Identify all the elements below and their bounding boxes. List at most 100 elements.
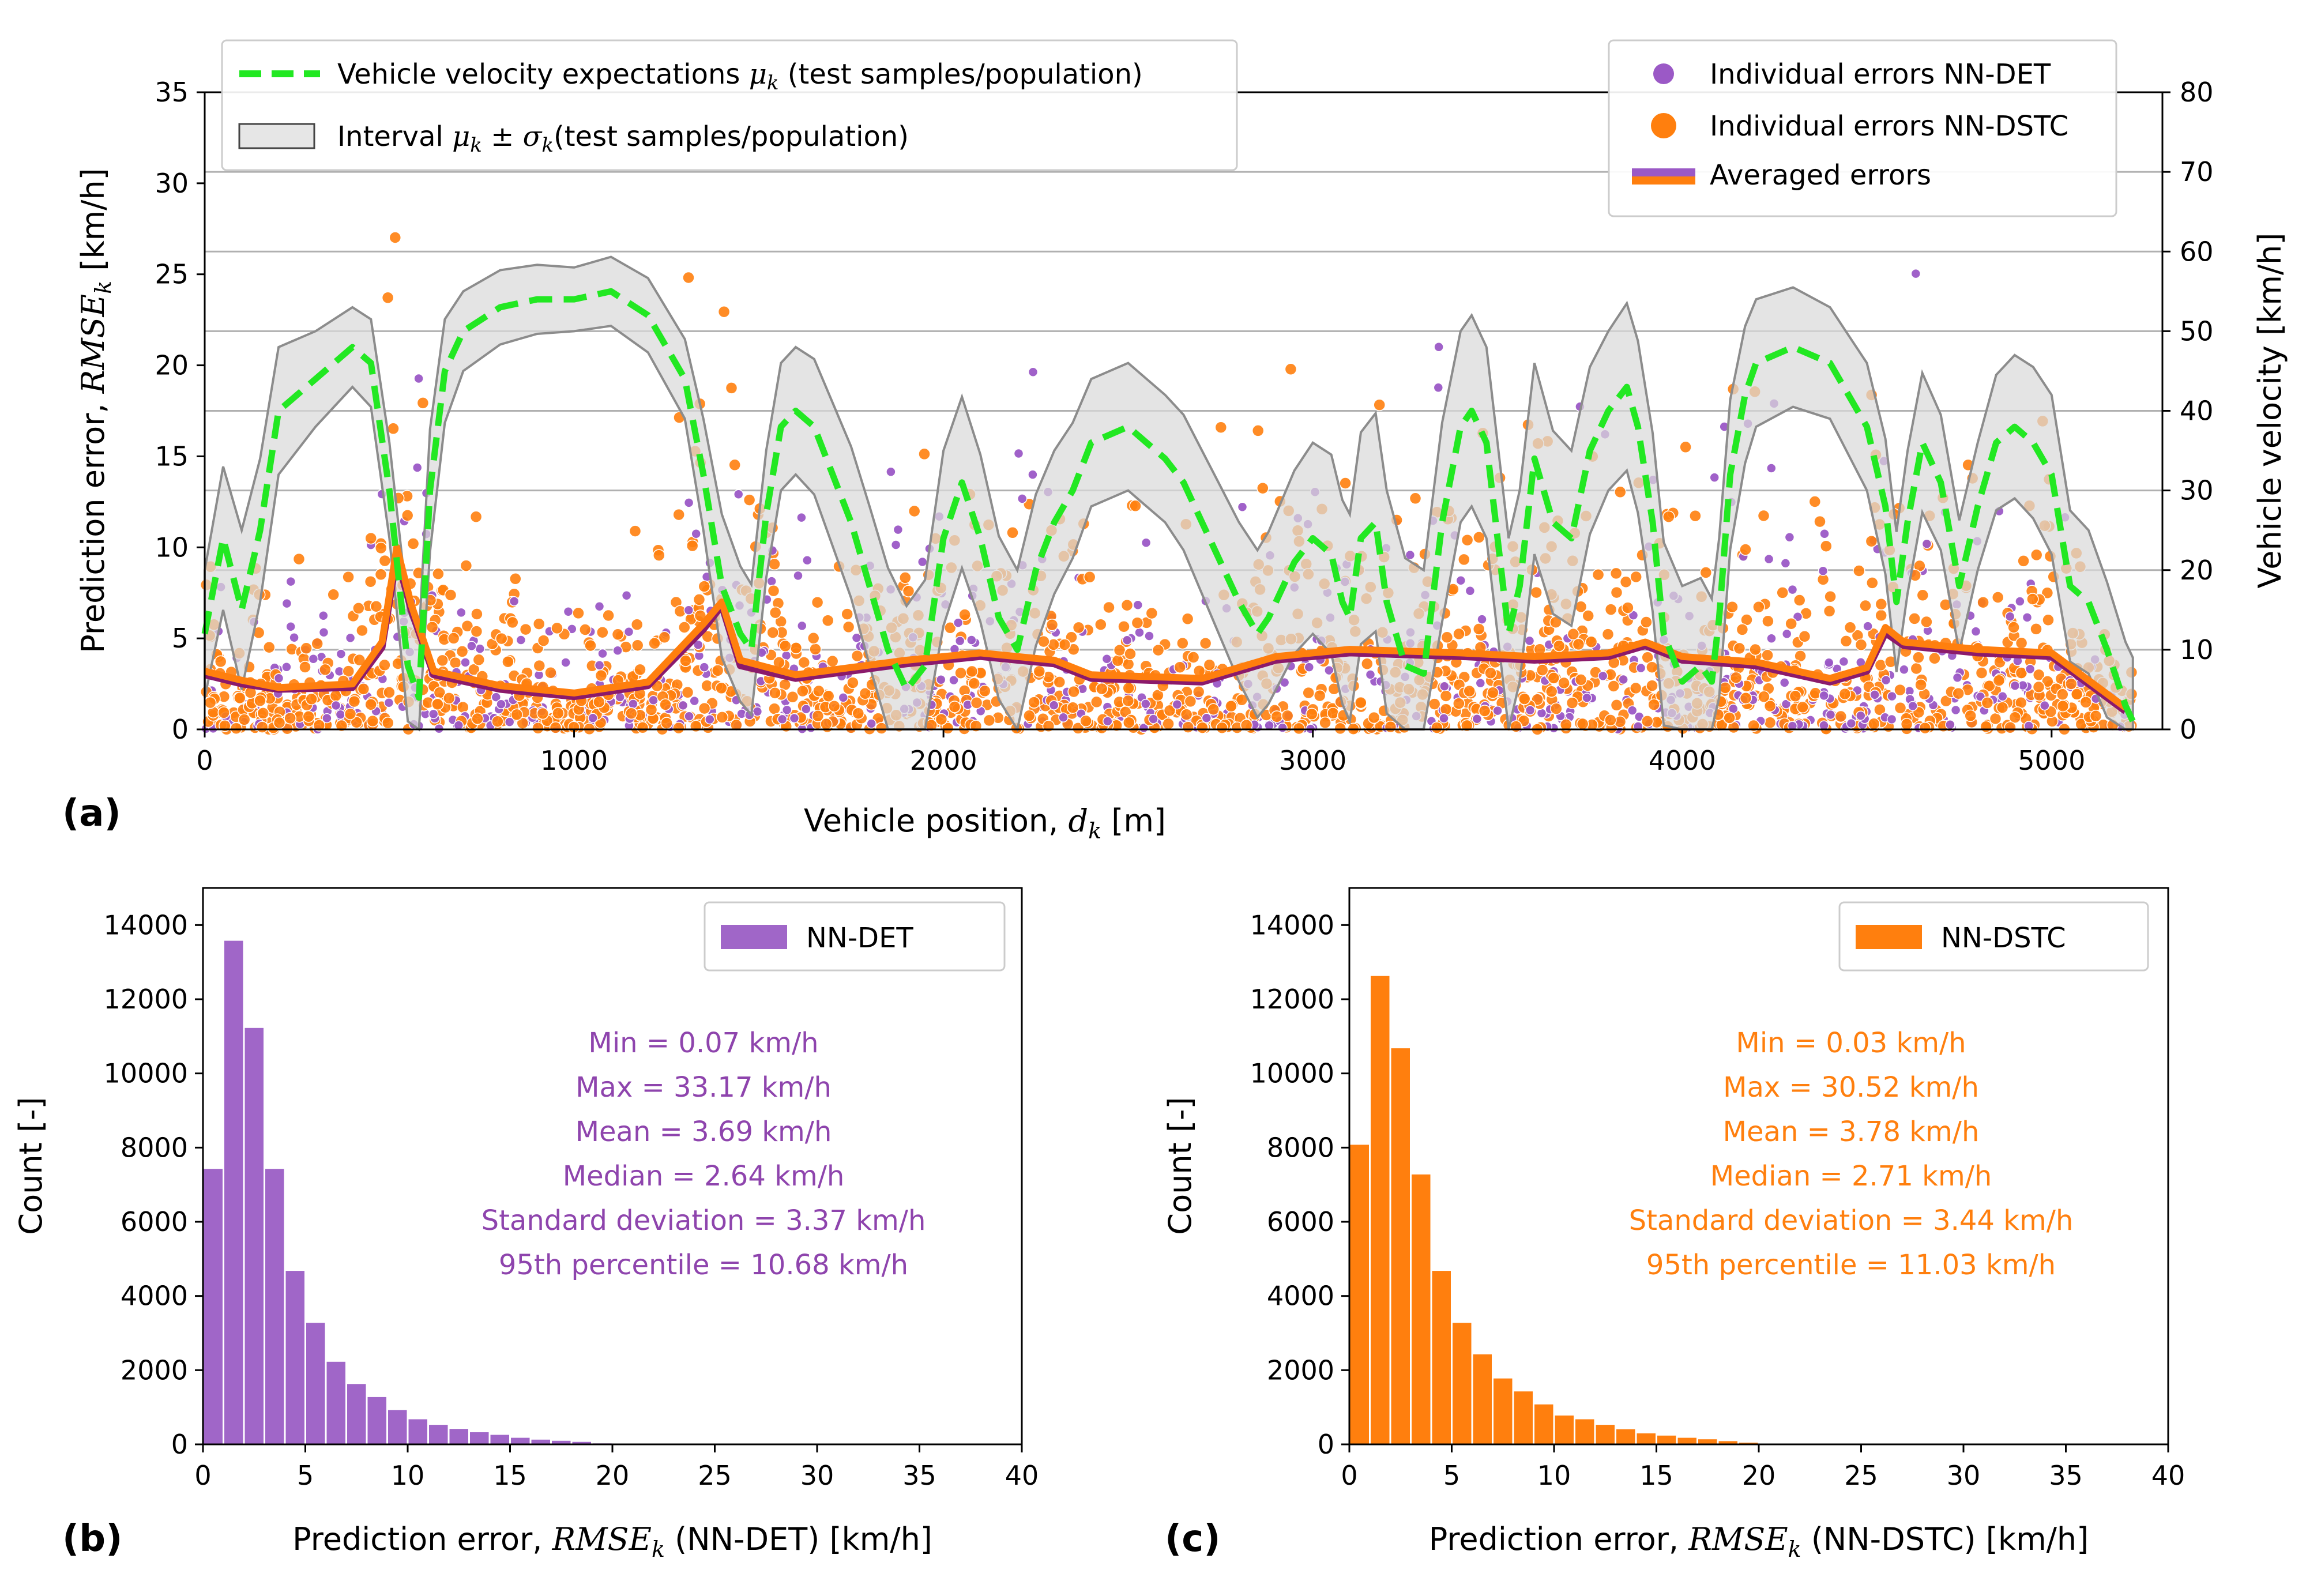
a-point-dstc xyxy=(1053,676,1066,688)
a-point-dstc xyxy=(1292,722,1306,735)
a-point-det xyxy=(1787,584,1798,595)
a-point-dstc xyxy=(768,558,781,571)
a-point-dstc xyxy=(357,683,370,695)
a-point-det xyxy=(563,607,574,617)
b-y-tick-label: 12000 xyxy=(104,984,188,1015)
a-point-det xyxy=(1899,664,1909,675)
a-point-dstc xyxy=(1118,620,1130,633)
a-point-det xyxy=(335,709,346,720)
a-point-det xyxy=(1787,721,1798,731)
c-x-tick-label: 5 xyxy=(1443,1460,1460,1491)
a-point-dstc xyxy=(2026,593,2039,605)
b-bar xyxy=(243,1026,265,1446)
a-point-dstc xyxy=(629,525,642,537)
c-y-axis-label: Count [-] xyxy=(1162,1097,1198,1234)
a-point-dstc xyxy=(1072,621,1085,634)
a-point-dstc xyxy=(383,686,396,699)
a-point-det xyxy=(1779,677,1790,688)
a-point-dstc xyxy=(983,714,996,727)
a-point-dstc xyxy=(234,691,246,705)
a-point-dstc xyxy=(378,554,392,567)
a-point-dstc xyxy=(2017,555,2030,567)
a-legend-dstc-marker xyxy=(1651,113,1676,138)
b-x-axis-label: Prediction error, RMSEk (NN-DET) [km/h] xyxy=(292,1521,932,1562)
a-point-dstc xyxy=(1463,684,1476,698)
a-point-det xyxy=(1492,705,1503,716)
a-point-dstc xyxy=(2032,680,2045,694)
b-legend-label: NN-DET xyxy=(806,922,913,954)
a-point-dstc xyxy=(1355,696,1367,709)
a-point-det xyxy=(893,524,904,535)
a-point-det xyxy=(285,621,296,632)
a-point-dstc xyxy=(1900,718,1913,731)
a-point-dstc xyxy=(374,568,388,581)
a-point-det xyxy=(1477,614,1487,624)
a-point-dstc xyxy=(1103,601,1115,614)
a-point-dstc xyxy=(821,614,834,627)
a-point-dstc xyxy=(1440,631,1454,644)
a-point-dstc xyxy=(256,721,269,733)
a-point-dstc xyxy=(1545,685,1558,698)
a-point-dstc xyxy=(1461,533,1474,547)
a-point-dstc xyxy=(811,596,824,609)
a-point-dstc xyxy=(2030,548,2043,562)
a-point-dstc xyxy=(1487,686,1499,699)
c-bar xyxy=(1430,1269,1453,1446)
a-point-det xyxy=(1910,268,1921,279)
a-legend-right: Individual errors NN-DET Individual erro… xyxy=(1608,39,2117,217)
a-y2-tick-label: 60 xyxy=(2180,236,2214,267)
a-point-dstc xyxy=(1592,568,1605,581)
a-velocity-line xyxy=(201,288,2136,723)
a-y-axis-label: Prediction error, RMSEk [km/h] xyxy=(75,168,116,653)
a-point-dstc xyxy=(1367,711,1380,724)
c-x-tick-label: 0 xyxy=(1341,1460,1357,1491)
a-point-dstc xyxy=(728,458,741,472)
b-x-tick-label: 35 xyxy=(902,1460,936,1491)
a-point-dstc xyxy=(2070,688,2083,701)
a-point-det xyxy=(273,673,284,683)
a-point-dstc xyxy=(1306,707,1318,721)
a-point-dstc xyxy=(789,642,803,654)
a-point-dstc xyxy=(342,570,355,584)
a-point-det xyxy=(797,620,807,631)
a-point-det xyxy=(1582,692,1592,703)
a-point-det xyxy=(615,692,625,702)
a-point-dstc xyxy=(313,719,326,732)
a-point-dstc xyxy=(1739,543,1752,556)
a-point-det xyxy=(1952,672,1963,683)
a-y-ticks: 0 5 10 15 20 25 30 35 xyxy=(155,77,205,745)
a-point-dstc xyxy=(630,618,644,631)
a-point-dstc xyxy=(1916,589,1929,602)
a-point-dstc xyxy=(1844,621,1857,634)
a-point-dstc xyxy=(302,710,315,723)
a-point-dstc xyxy=(426,620,439,634)
a-point-det xyxy=(281,661,292,672)
b-y-tick-label: 4000 xyxy=(121,1281,188,1312)
a-point-dstc xyxy=(1187,651,1200,664)
a-point-dstc xyxy=(2065,677,2078,690)
a-point-dstc xyxy=(495,632,508,645)
a-point-dstc xyxy=(1619,575,1632,589)
a-x-ticks: 0 1000 2000 3000 4000 5000 xyxy=(196,729,2085,776)
a-point-dstc xyxy=(1124,648,1137,660)
a-y2-tick-label: 50 xyxy=(2180,315,2214,347)
a-point-dstc xyxy=(902,585,915,597)
a-legend-left: Vehicle velocity expectations μk (test s… xyxy=(221,39,1238,171)
a-point-dstc xyxy=(509,573,522,585)
a-point-dstc xyxy=(826,655,839,668)
a-point-dstc xyxy=(1257,481,1269,495)
a-point-dstc xyxy=(472,653,486,667)
a-point-dstc xyxy=(1865,534,1878,548)
a-x-tick-label: 2000 xyxy=(910,745,977,776)
a-point-dstc xyxy=(807,632,820,645)
a-point-dstc xyxy=(1793,594,1806,607)
a-point-dstc xyxy=(1908,612,1921,625)
a-legend-det-marker xyxy=(1653,63,1674,84)
a-legend-interval-label: Interval μk ± σk(test samples/population… xyxy=(337,121,909,157)
a-point-dstc xyxy=(1920,615,1933,628)
b-bar xyxy=(386,1408,409,1446)
a-point-dstc xyxy=(841,608,853,620)
a-point-det xyxy=(838,692,849,703)
a-point-dstc xyxy=(263,641,276,654)
